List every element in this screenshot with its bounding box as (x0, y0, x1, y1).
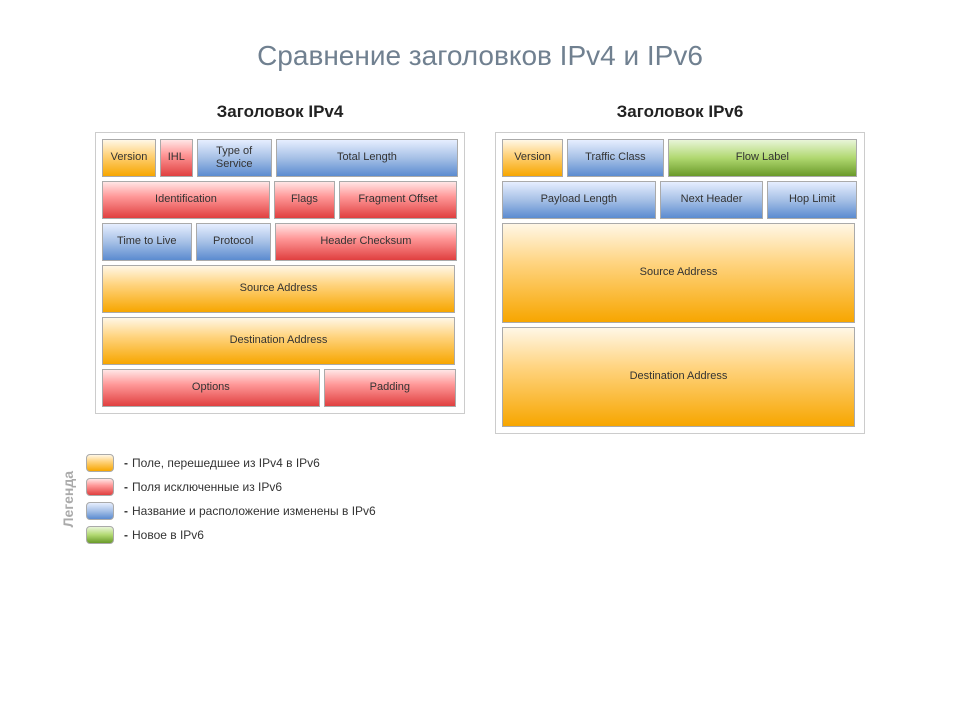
header-row: Time to LiveProtocolHeader Checksum (102, 223, 458, 261)
ipv6-header-box: VersionTraffic ClassFlow Label Payload Le… (495, 132, 865, 434)
legend-text: Новое в IPv6 (132, 528, 204, 542)
header-field: Version (102, 139, 156, 177)
header-field: Payload Length (502, 181, 656, 219)
header-field: Hop Limit (767, 181, 857, 219)
header-field: Fragment Offset (339, 181, 457, 219)
legend-dash: - (124, 504, 128, 518)
header-field: Options (102, 369, 320, 407)
header-row: OptionsPadding (102, 369, 458, 407)
header-field: Destination Address (502, 327, 855, 427)
header-field: IHL (160, 139, 193, 177)
header-field: Flags (274, 181, 335, 219)
header-field: Protocol (196, 223, 271, 261)
header-field: Time to Live (102, 223, 192, 261)
legend: Легенда -Поле, перешедшее из IPv4 в IPv6… (60, 454, 900, 544)
header-row: Source Address (102, 265, 458, 313)
header-row: Payload LengthNext HeaderHop Limit (502, 181, 858, 219)
header-field: Identification (102, 181, 270, 219)
header-field: Version (502, 139, 563, 177)
main-title: Сравнение заголовков IPv4 и IPv6 (60, 40, 900, 72)
header-row: Destination Address (102, 317, 458, 365)
legend-dash: - (124, 480, 128, 494)
header-field: Header Checksum (275, 223, 457, 261)
header-row: VersionIHLType of ServiceTotal Length (102, 139, 458, 177)
header-field: Padding (324, 369, 456, 407)
header-field: Total Length (276, 139, 458, 177)
header-row: VersionTraffic ClassFlow Label (502, 139, 858, 177)
ipv4-header-box: VersionIHLType of ServiceTotal LengthIde… (95, 132, 465, 414)
legend-title: Легенда (60, 471, 76, 527)
legend-dash: - (124, 456, 128, 470)
ipv4-column: Заголовок IPv4 VersionIHLType of Service… (95, 102, 465, 414)
header-field: Type of Service (197, 139, 272, 177)
header-field: Traffic Class (567, 139, 664, 177)
legend-swatch (86, 502, 114, 520)
legend-item: -Название и расположение изменены в IPv6 (86, 502, 376, 520)
header-row: Destination Address (502, 327, 858, 427)
diagrams-container: Заголовок IPv4 VersionIHLType of Service… (60, 102, 900, 434)
legend-items: -Поле, перешедшее из IPv4 в IPv6-Поля ис… (86, 454, 376, 544)
header-field: Destination Address (102, 317, 455, 365)
legend-item: -Новое в IPv6 (86, 526, 376, 544)
legend-swatch (86, 526, 114, 544)
legend-text: Поле, перешедшее из IPv4 в IPv6 (132, 456, 320, 470)
legend-item: -Поле, перешедшее из IPv4 в IPv6 (86, 454, 376, 472)
ipv4-title: Заголовок IPv4 (217, 102, 344, 122)
legend-swatch (86, 478, 114, 496)
header-field: Source Address (102, 265, 455, 313)
header-row: IdentificationFlagsFragment Offset (102, 181, 458, 219)
legend-dash: - (124, 528, 128, 542)
legend-item: -Поля исключенные из IPv6 (86, 478, 376, 496)
ipv6-title: Заголовок IPv6 (617, 102, 744, 122)
header-row: Source Address (502, 223, 858, 323)
header-field: Next Header (660, 181, 764, 219)
header-field: Source Address (502, 223, 855, 323)
legend-text: Поля исключенные из IPv6 (132, 480, 282, 494)
legend-swatch (86, 454, 114, 472)
ipv6-column: Заголовок IPv6 VersionTraffic ClassFlow … (495, 102, 865, 434)
legend-text: Название и расположение изменены в IPv6 (132, 504, 376, 518)
header-field: Flow Label (668, 139, 857, 177)
